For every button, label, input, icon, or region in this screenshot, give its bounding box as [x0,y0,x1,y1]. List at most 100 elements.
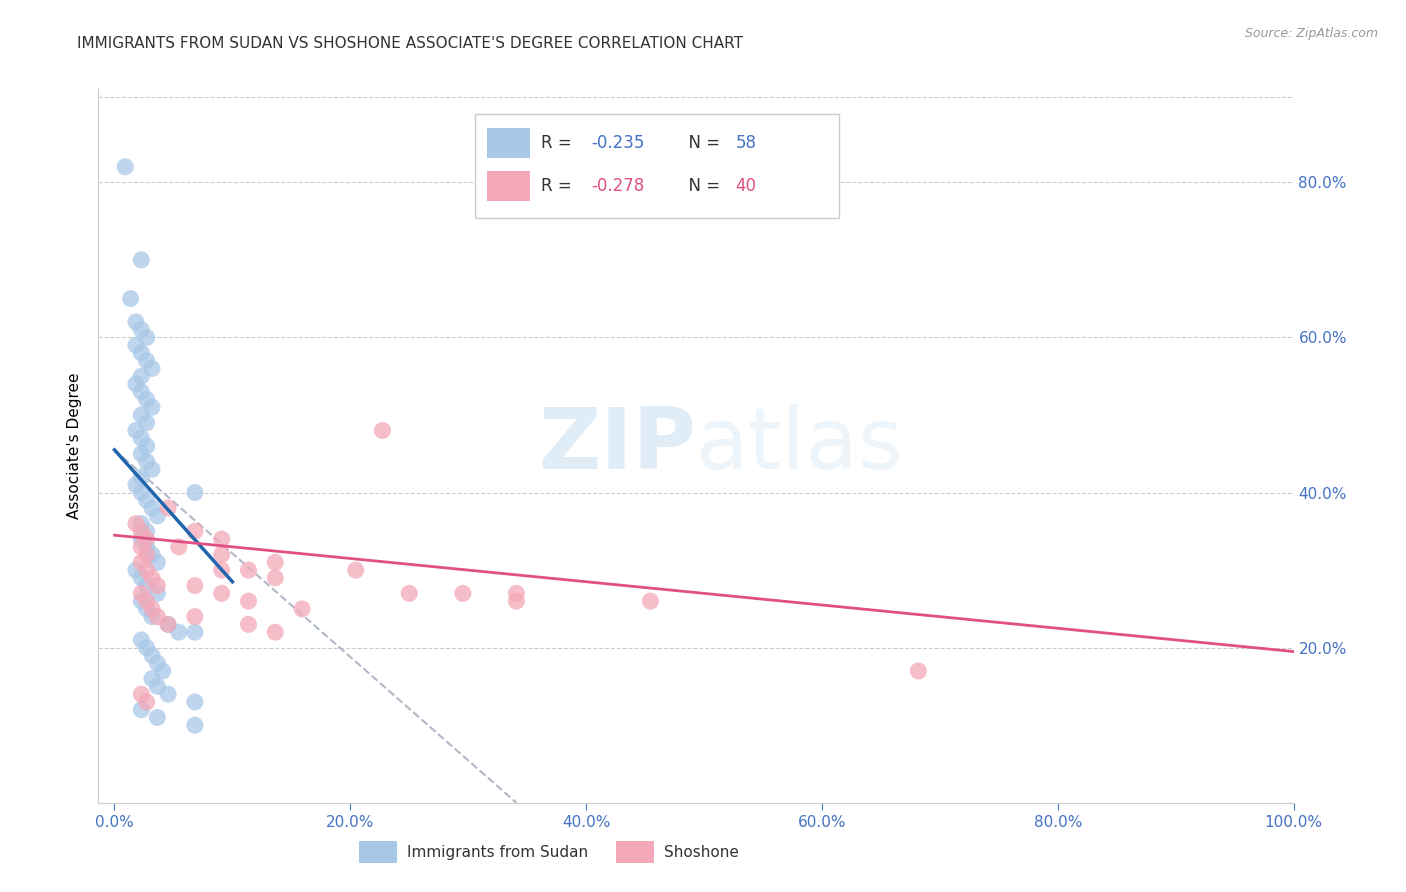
Point [135,532,157,546]
Point [146,609,169,624]
Point [129,703,152,717]
Point [146,555,169,569]
Point [640,594,662,608]
Point [141,548,163,562]
FancyBboxPatch shape [359,841,398,863]
Point [129,516,152,531]
Text: ZIP: ZIP [538,404,696,488]
Point [129,571,152,585]
Point [211,548,233,562]
Point [129,408,152,422]
Point [398,586,420,600]
Text: R =: R = [541,134,576,152]
Point [141,462,163,476]
Point [371,424,394,438]
FancyBboxPatch shape [475,114,839,218]
Point [135,392,157,407]
Point [451,586,474,600]
Point [146,710,169,724]
Point [129,532,152,546]
Point [344,563,367,577]
Point [135,439,157,453]
Point [129,252,152,267]
Point [141,609,163,624]
Point [167,625,190,640]
Point [141,361,163,376]
Point [141,672,163,686]
Text: R =: R = [541,177,576,194]
Point [129,485,152,500]
Point [238,594,260,608]
Point [135,563,157,577]
Text: N =: N = [678,134,725,152]
Point [167,540,190,554]
Point [157,617,180,632]
Point [141,602,163,616]
Text: 58: 58 [735,134,756,152]
Point [146,579,169,593]
Point [264,571,287,585]
Point [129,555,152,569]
Point [135,640,157,655]
Point [184,609,207,624]
Point [146,656,169,670]
Point [129,594,152,608]
Point [211,563,233,577]
Point [129,586,152,600]
Point [264,555,287,569]
Text: atlas: atlas [696,404,904,488]
Point [152,664,174,678]
Point [238,563,260,577]
Y-axis label: Associate's Degree: Associate's Degree [66,373,82,519]
Point [238,617,260,632]
Point [135,330,157,344]
Point [184,695,207,709]
Point [125,376,148,391]
Point [141,571,163,585]
Text: -0.235: -0.235 [591,134,644,152]
Point [135,454,157,468]
Point [125,338,148,352]
Point [141,401,163,415]
Point [129,323,152,337]
Point [135,540,157,554]
Point [505,586,527,600]
Point [129,524,152,539]
Point [291,602,314,616]
Point [129,346,152,360]
FancyBboxPatch shape [486,170,530,201]
Point [129,632,152,647]
Point [129,540,152,554]
Point [129,447,152,461]
Point [135,579,157,593]
Point [120,292,142,306]
Point [125,424,148,438]
FancyBboxPatch shape [616,841,654,863]
Point [146,680,169,694]
Point [146,586,169,600]
Point [184,579,207,593]
Text: IMMIGRANTS FROM SUDAN VS SHOSHONE ASSOCIATE'S DEGREE CORRELATION CHART: IMMIGRANTS FROM SUDAN VS SHOSHONE ASSOCI… [77,36,744,51]
Point [129,431,152,445]
FancyBboxPatch shape [486,128,530,158]
Text: Immigrants from Sudan: Immigrants from Sudan [406,845,588,860]
Point [141,501,163,516]
Point [114,160,136,174]
Point [184,718,207,732]
Point [264,625,287,640]
Point [146,508,169,523]
Point [157,687,180,701]
Point [135,602,157,616]
Point [211,532,233,546]
Point [125,563,148,577]
Point [135,695,157,709]
Point [129,369,152,384]
Text: 40: 40 [735,177,756,194]
Point [125,315,148,329]
Point [211,586,233,600]
Point [184,625,207,640]
Text: Source: ZipAtlas.com: Source: ZipAtlas.com [1244,27,1378,40]
Point [135,493,157,508]
Point [157,501,180,516]
Point [184,524,207,539]
